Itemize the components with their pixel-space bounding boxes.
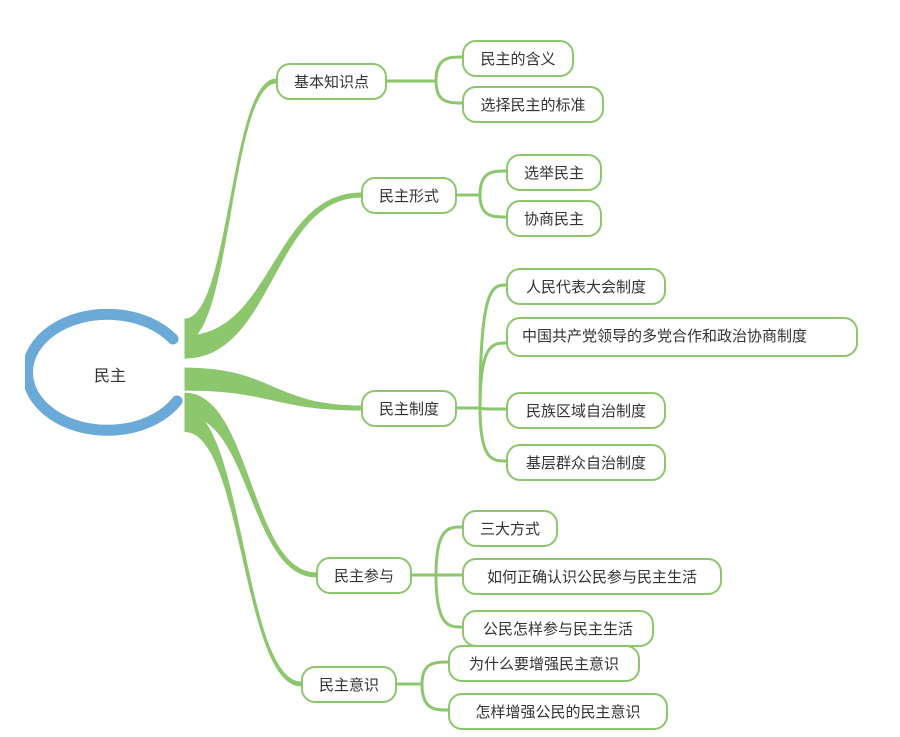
- root-label: 民主: [94, 362, 126, 386]
- node: 选择民主的标准: [462, 86, 604, 123]
- node: 基本知识点: [276, 63, 387, 100]
- node: 协商民主: [506, 200, 602, 237]
- node: 民主制度: [361, 390, 457, 427]
- node: 民主的含义: [462, 40, 574, 77]
- node: 基层群众自治制度: [506, 444, 666, 481]
- node: 中国共产党领导的多党合作和政治协商制度: [506, 317, 858, 357]
- node: 如何正确认识公民参与民主生活: [462, 558, 722, 595]
- node: 怎样增强公民的民主意识: [448, 693, 668, 730]
- node: 公民怎样参与民主生活: [462, 610, 654, 647]
- node: 民主参与: [316, 557, 412, 594]
- node: 为什么要增强民主意识: [448, 645, 640, 682]
- node: 选举民主: [506, 154, 602, 191]
- node: 人民代表大会制度: [506, 268, 666, 305]
- node: 民族区域自治制度: [506, 392, 666, 429]
- node: 三大方式: [462, 510, 558, 547]
- root-node: 民主: [25, 309, 195, 439]
- node: 民主形式: [361, 177, 457, 214]
- node: 民主意识: [301, 666, 397, 703]
